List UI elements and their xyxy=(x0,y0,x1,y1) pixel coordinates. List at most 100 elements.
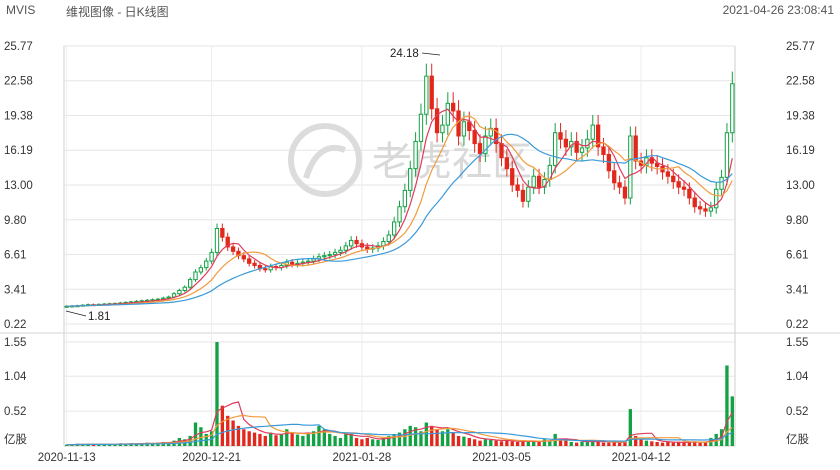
candle-body xyxy=(574,140,579,153)
volume-tick-label-right: 1.04 xyxy=(786,371,809,383)
volume-bar xyxy=(596,441,600,446)
candle-body xyxy=(171,293,177,298)
volume-moving-averages xyxy=(66,401,733,446)
volume-bar xyxy=(569,441,573,446)
candle-body xyxy=(558,132,563,140)
candle-body xyxy=(263,268,268,271)
volume-bar xyxy=(344,432,348,446)
volume-bar xyxy=(317,425,321,446)
volume-bar xyxy=(698,442,702,446)
price-tick-label-left: 13.00 xyxy=(4,180,33,192)
candle-body xyxy=(354,239,359,245)
low-annotation: 1.81 xyxy=(88,311,110,323)
volume-bar xyxy=(199,427,203,446)
price-tick-label-right: 0.22 xyxy=(786,319,808,331)
high-annotation: 24.18 xyxy=(390,48,419,60)
volume-tick-label-left: 1.55 xyxy=(4,337,26,349)
price-tick-label-left: 9.80 xyxy=(4,215,26,227)
volume-bar xyxy=(650,441,654,446)
candle-body xyxy=(724,132,730,178)
price-tick-label-left: 6.61 xyxy=(4,249,26,261)
volume-bar xyxy=(521,441,525,446)
candle-body xyxy=(499,143,504,159)
candle-body xyxy=(418,113,424,142)
volume-bar xyxy=(510,441,514,446)
price-tick-label-left: 16.19 xyxy=(4,145,33,157)
volume-bar xyxy=(537,441,541,446)
volume-tick-label-left: 1.04 xyxy=(4,371,27,383)
volume-bar xyxy=(102,443,106,446)
candle-body xyxy=(166,296,171,299)
grid xyxy=(0,45,840,447)
volume-bar xyxy=(247,431,251,446)
volume-unit-right: 亿股 xyxy=(786,433,809,446)
volume-bar xyxy=(703,441,708,446)
price-tick-label-right: 22.58 xyxy=(786,76,815,88)
candle-body xyxy=(563,138,569,148)
date-tick-label: 2021-03-05 xyxy=(472,452,531,464)
volume-bar xyxy=(489,439,493,446)
volume-bar xyxy=(655,441,659,446)
volume-bar xyxy=(542,439,547,446)
candle-body xyxy=(536,175,542,188)
volume-bar xyxy=(333,435,337,446)
candle-body xyxy=(719,176,724,190)
volume-bar xyxy=(124,443,128,446)
candle-body xyxy=(665,171,671,177)
candle-body xyxy=(209,251,214,262)
candle-body xyxy=(483,135,488,154)
volume-bar xyxy=(370,439,375,446)
candle-body xyxy=(332,251,338,256)
candle-body xyxy=(220,227,225,238)
volume-bar xyxy=(419,431,423,446)
volume-bar xyxy=(644,440,649,446)
volume-bar xyxy=(451,432,455,446)
volume-bar xyxy=(467,437,471,446)
candle-body xyxy=(397,206,402,223)
volume-bar xyxy=(472,439,477,446)
annotations: 24.18 1.81 xyxy=(65,48,441,323)
volume-bar xyxy=(252,432,257,446)
timestamp: 2021-04-26 23:08:41 xyxy=(722,3,834,17)
volume-bar xyxy=(446,429,450,446)
candle-body xyxy=(451,102,456,112)
volume-bar xyxy=(107,444,112,446)
candle-body xyxy=(493,127,499,145)
price-moving-averages xyxy=(66,108,733,307)
candle-body xyxy=(198,267,204,273)
candle-body xyxy=(289,261,295,265)
candle-body xyxy=(402,189,408,208)
ma10-line xyxy=(66,115,733,307)
candle-body xyxy=(671,175,676,183)
volume-bar xyxy=(279,433,284,446)
price-tick-label-right: 19.38 xyxy=(786,111,815,123)
price-tick-label-right: 25.77 xyxy=(786,41,815,53)
candlesticks xyxy=(64,63,735,308)
volume-bar xyxy=(311,431,316,446)
price-tick-label-right: 13.00 xyxy=(786,180,815,192)
candle-body xyxy=(386,234,391,243)
volume-bar xyxy=(730,396,734,446)
volume-bar xyxy=(532,440,536,446)
volume-bar xyxy=(220,405,225,446)
volume-bar xyxy=(328,433,332,446)
date-tick-label: 2021-04-12 xyxy=(612,452,671,464)
candle-body xyxy=(225,236,230,248)
volume-bar xyxy=(478,440,482,446)
candle-body xyxy=(391,221,397,236)
price-tick-label-right: 3.41 xyxy=(786,284,808,296)
candle-body xyxy=(424,75,429,115)
volume-bar xyxy=(295,434,300,446)
candle-body xyxy=(182,286,187,291)
price-tick-label-left: 3.41 xyxy=(4,284,26,296)
volume-bar xyxy=(91,444,96,446)
volume-bar xyxy=(634,435,638,446)
candle-body xyxy=(553,132,558,166)
volume-bar xyxy=(285,429,289,446)
candle-body xyxy=(515,184,520,191)
volume-bar xyxy=(574,442,579,446)
volume-bar xyxy=(483,439,488,446)
candle-body xyxy=(601,146,606,155)
price-tick-label-left: 22.58 xyxy=(4,76,33,88)
